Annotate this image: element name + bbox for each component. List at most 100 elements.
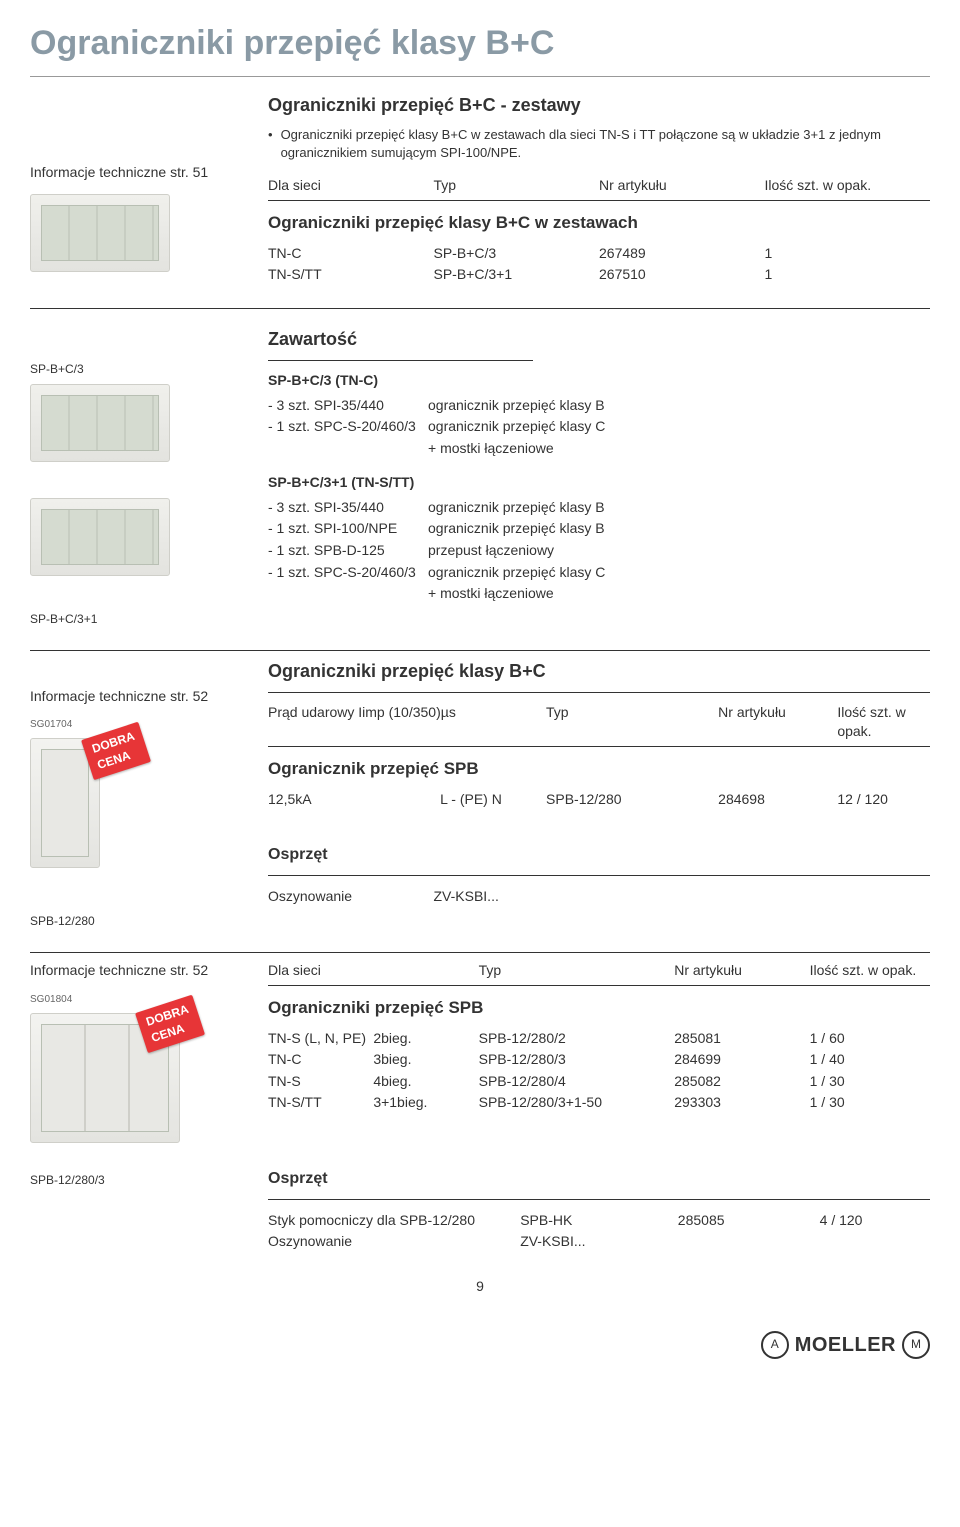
- spec-left: [268, 439, 428, 459]
- cell: 2bieg.: [373, 1029, 478, 1049]
- brand-logo: A MOELLER M: [761, 1331, 930, 1359]
- cell: 267489: [599, 244, 765, 264]
- spec-left: - 3 szt. SPI-35/440: [268, 396, 428, 416]
- cell: 1 / 30: [810, 1072, 930, 1092]
- info-tech-51: Informacje techniczne str. 51: [30, 163, 250, 183]
- divider: [268, 1199, 930, 1200]
- osprzet-title-1: Osprzęt: [268, 844, 930, 866]
- col-ilosc: Ilość szt. w opak.: [837, 703, 930, 742]
- section-osprzet-2: SPB-12/280/3 Osprzęt Styk pomocniczy dla…: [30, 1168, 930, 1253]
- table-row: 12,5kA L - (PE) N SPB-12/280 284698 12 /…: [268, 789, 930, 811]
- col-nr-artykulu: Nr artykułu: [599, 176, 765, 196]
- divider: [268, 875, 930, 876]
- col-nr: Nr artykułu: [718, 703, 837, 742]
- col-typ: Typ: [546, 703, 718, 742]
- table-row: TN-S/TT SP-B+C/3+1 267510 1: [268, 264, 930, 286]
- cell: Styk pomocniczy dla SPB-12/280: [268, 1211, 520, 1231]
- page-title: Ograniczniki przepięć klasy B+C: [30, 20, 930, 77]
- col-prad: Prąd udarowy Iimp (10/350)µs: [268, 703, 546, 742]
- cell: TN-S (L, N, PE): [268, 1029, 373, 1049]
- image-wrap: DOBRA CENA: [30, 732, 100, 868]
- spec-line: - 1 szt. SPB-D-125przepust łączeniowy: [268, 540, 930, 562]
- col-typ: Typ: [434, 176, 600, 196]
- col-ilosc: Ilość szt. w opak.: [810, 961, 930, 981]
- spec-line: + mostki łączeniowe: [268, 438, 930, 460]
- spec-right: ogranicznik przepięć klasy B: [428, 498, 930, 518]
- col-dla-sieci: Dla sieci: [268, 176, 434, 196]
- product-image-sp-bc3: [30, 194, 170, 272]
- divider: [268, 360, 533, 361]
- cell: SPB-12/280/4: [479, 1072, 675, 1092]
- spec-line: - 1 szt. SPC-S-20/460/3ogranicznik przep…: [268, 416, 930, 438]
- cell: SPB-12/280: [546, 790, 718, 810]
- spec-line: - 1 szt. SPC-S-20/460/3ogranicznik przep…: [268, 562, 930, 584]
- cell: 285085: [678, 1211, 820, 1231]
- cell: SPB-12/280/3: [479, 1050, 675, 1070]
- zawartosc-title: Zawartość: [268, 327, 930, 352]
- acc-row: Styk pomocniczy dla SPB-12/280 SPB-HK 28…: [268, 1210, 930, 1232]
- logo-ring-icon: A: [761, 1331, 789, 1359]
- image-wrap: DOBRA CENA: [30, 1007, 180, 1143]
- subtitle-zestawy: Ograniczniki przepięć klasy B+C w zestaw…: [268, 211, 930, 235]
- cell: 1: [765, 244, 931, 264]
- spec-left: - 3 szt. SPI-35/440: [268, 498, 428, 518]
- table-row: TN-S/TT 3+1bieg. SPB-12/280/3+1-50 29330…: [268, 1092, 930, 1114]
- table-header: Dla sieci Typ Nr artykułu Ilość szt. w o…: [268, 176, 930, 201]
- cell: SP-B+C/3: [434, 244, 600, 264]
- cell: TN-S: [268, 1072, 373, 1092]
- cell: TN-C: [268, 1050, 373, 1070]
- subtitle-spb1: Ogranicznik przepięć SPB: [268, 757, 930, 781]
- divider: [30, 952, 930, 953]
- spec-line: - 3 szt. SPI-35/440ogranicznik przepięć …: [268, 497, 930, 519]
- cell: SPB-12/280/3+1-50: [479, 1093, 675, 1113]
- cell: 1 / 60: [810, 1029, 930, 1049]
- table-row: TN-S (L, N, PE) 2bieg. SPB-12/280/2 2850…: [268, 1028, 930, 1050]
- acc-row: Oszynowanie ZV-KSBI...: [268, 1231, 930, 1253]
- spec-right: ogranicznik przepięć klasy B: [428, 519, 930, 539]
- cell: 267510: [599, 265, 765, 285]
- table-header: Prąd udarowy Iimp (10/350)µs Typ Nr arty…: [268, 703, 930, 747]
- group-a-head: SP-B+C/3 (TN-C): [268, 371, 930, 391]
- spec-right: ogranicznik przepięć klasy C: [428, 563, 930, 583]
- cell: SPB-12/280/2: [479, 1029, 675, 1049]
- cell: 3bieg.: [373, 1050, 478, 1070]
- divider: [30, 650, 930, 651]
- spec-right: + mostki łączeniowe: [428, 584, 930, 604]
- cell: 1 / 30: [810, 1093, 930, 1113]
- spec-right: przepust łączeniowy: [428, 541, 930, 561]
- cell: L - (PE) N: [440, 790, 546, 810]
- section-spb-multi: Informacje techniczne str. 52 SG01804 DO…: [30, 961, 930, 1148]
- product-image-sp-bc3-detail: [30, 384, 170, 462]
- heading-bc: Ograniczniki przepięć klasy B+C: [268, 659, 930, 684]
- cell: 285081: [674, 1029, 809, 1049]
- table-header: Dla sieci Typ Nr artykułu Ilość szt. w o…: [268, 961, 930, 986]
- osprzet-title-2: Osprzęt: [268, 1168, 930, 1190]
- divider: [30, 308, 930, 309]
- cell: [599, 887, 765, 907]
- cell: 3+1bieg.: [373, 1093, 478, 1113]
- spec-left: - 1 szt. SPI-100/NPE: [268, 519, 428, 539]
- info-tech-52b: Informacje techniczne str. 52: [30, 961, 250, 981]
- cell: [765, 887, 931, 907]
- col-nr: Nr artykułu: [674, 961, 809, 981]
- cell: 284699: [674, 1050, 809, 1070]
- divider: [268, 692, 930, 693]
- table-row: TN-S 4bieg. SPB-12/280/4 285082 1 / 30: [268, 1071, 930, 1093]
- bullet-dot-icon: •: [268, 126, 273, 162]
- col-typ: Typ: [479, 961, 675, 981]
- spec-left: - 1 szt. SPB-D-125: [268, 541, 428, 561]
- sg-code-2: SG01804: [30, 993, 250, 1007]
- section-zawartosc: SP-B+C/3 Zawartość SP-B+C/3 (TN-C) - 3 s…: [30, 317, 930, 605]
- spec-left: [268, 584, 428, 604]
- cell: TN-S/TT: [268, 1093, 373, 1113]
- caption-sp-bc31: SP-B+C/3+1: [30, 611, 930, 628]
- spec-right: + mostki łączeniowe: [428, 439, 930, 459]
- heading-bc-zestawy: Ograniczniki przepięć B+C - zestawy: [268, 93, 930, 118]
- cell: 1 / 40: [810, 1050, 930, 1070]
- logo-ring-icon: M: [902, 1331, 930, 1359]
- cell: 12,5kA: [268, 790, 440, 810]
- spec-line: + mostki łączeniowe: [268, 583, 930, 605]
- cell: [820, 1232, 930, 1252]
- caption-spb12-3: SPB-12/280/3: [30, 1172, 250, 1189]
- bullet-text: Ograniczniki przepięć klasy B+C w zestaw…: [281, 126, 930, 162]
